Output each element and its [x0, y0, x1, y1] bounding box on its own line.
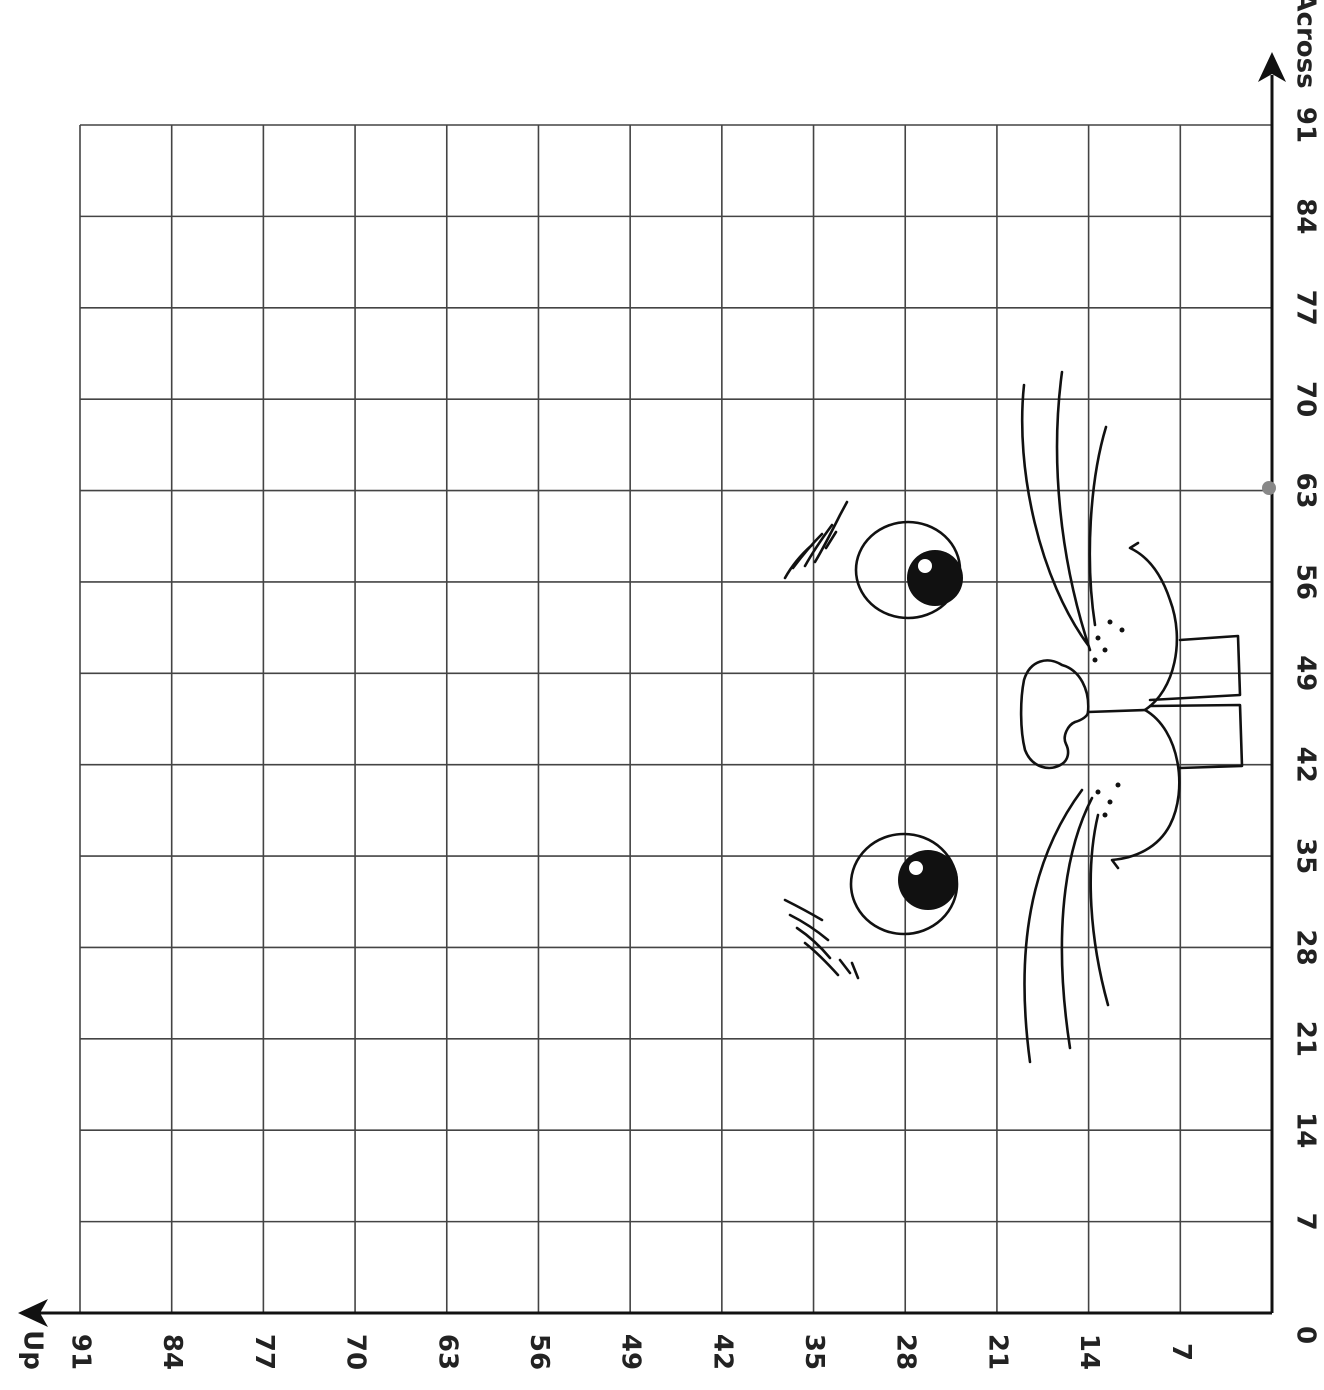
- across-label: Across: [1291, 0, 1321, 89]
- across-tick-label: 56: [1291, 564, 1321, 600]
- across-tick-label: 21: [1291, 1021, 1321, 1057]
- tooth: [1150, 705, 1242, 768]
- across-tick-label: 42: [1291, 747, 1321, 783]
- up-tick-label: 77: [249, 1334, 279, 1370]
- up-tick-label: 84: [157, 1334, 187, 1370]
- across-tick-label: 35: [1291, 838, 1321, 874]
- across-tick-label: 77: [1291, 290, 1321, 326]
- up-tick-label: 35: [799, 1334, 829, 1370]
- cheek: [1130, 543, 1177, 710]
- grid: [80, 125, 1272, 1313]
- up-tick-label: 7: [1166, 1343, 1196, 1361]
- across-tick-label: 7: [1291, 1213, 1321, 1231]
- up-tick-label: 28: [891, 1334, 921, 1370]
- across-tick-label: 91: [1291, 107, 1321, 143]
- origin-label: 0: [1291, 1326, 1321, 1344]
- nose: [1021, 660, 1088, 767]
- rabbit-face: [785, 372, 1242, 1062]
- up-tick-label: 21: [982, 1334, 1012, 1370]
- cheek: [1112, 710, 1179, 868]
- whiskers: [1022, 372, 1106, 650]
- up-tick-label: 56: [524, 1334, 554, 1370]
- pupil: [907, 550, 963, 606]
- up-tick-label: 70: [341, 1334, 371, 1370]
- worksheet: Across Up 0 7 14 21 28 35 42 49 56 63 70 77 84 91 7 14…: [0, 0, 1324, 1390]
- across-tick-label: 49: [1291, 655, 1321, 691]
- whiskers: [1024, 790, 1108, 1062]
- up-tick-label: 14: [1074, 1334, 1104, 1370]
- pupil: [898, 850, 958, 910]
- marked-point: [1262, 481, 1276, 495]
- up-tick-label: 42: [707, 1334, 737, 1370]
- across-tick-label: 63: [1291, 472, 1321, 508]
- across-tick-label: 84: [1291, 198, 1321, 234]
- eyelashes: [785, 900, 858, 978]
- up-tick-label: 91: [66, 1334, 96, 1370]
- eyelashes: [785, 502, 847, 578]
- eye-shine: [909, 861, 923, 875]
- eye-shine: [918, 559, 932, 573]
- up-tick-label: 63: [432, 1334, 462, 1370]
- up-label: Up: [18, 1330, 48, 1370]
- across-tick-label: 14: [1291, 1112, 1321, 1148]
- across-tick-label: 28: [1291, 929, 1321, 965]
- mouth-line: [1088, 710, 1145, 712]
- across-tick-label: 70: [1291, 381, 1321, 417]
- up-tick-label: 49: [616, 1334, 646, 1370]
- whisker-dots: [1093, 620, 1125, 818]
